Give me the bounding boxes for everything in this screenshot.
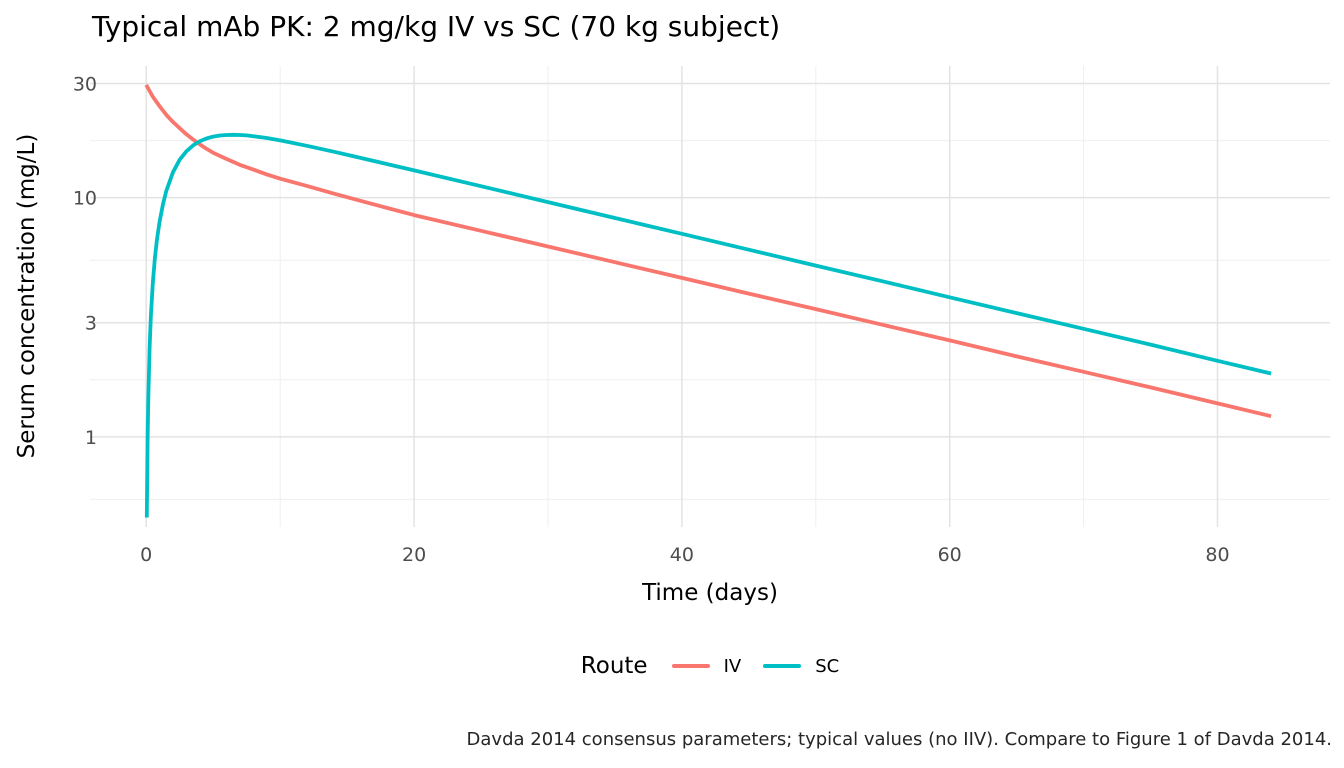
legend-key-line-iv: [671, 664, 710, 668]
legend-label-sc: SC: [815, 655, 840, 677]
chart-title: Typical mAb PK: 2 mg/kg IV vs SC (70 kg …: [92, 10, 781, 43]
legend-key-line-sc: [763, 664, 802, 668]
y-axis-tick-label: 3: [85, 313, 97, 335]
series-line-iv: [144, 83, 1272, 419]
y-axis-tick-label: 10: [73, 188, 97, 210]
y-axis-tick-label: 30: [73, 74, 97, 96]
x-axis-title: Time (days): [642, 580, 778, 606]
legend-item-sc: SC: [763, 656, 839, 677]
x-axis-tick-label: 0: [140, 544, 152, 566]
chart-caption: Davda 2014 consensus parameters; typical…: [466, 729, 1332, 750]
x-axis-tick-label: 80: [1205, 544, 1229, 566]
x-axis-tick-label: 40: [670, 544, 694, 566]
legend-label-iv: IV: [723, 655, 742, 677]
legend: Route IV SC: [0, 653, 1344, 679]
series-line-sc: [144, 132, 1272, 518]
legend-items: IV SC: [671, 655, 839, 677]
y-axis-tick-label: 1: [85, 427, 97, 449]
legend-item-iv: IV: [671, 655, 742, 677]
x-axis-tick-label: 20: [402, 544, 426, 566]
x-axis-tick-label: 60: [938, 544, 962, 566]
legend-title: Route: [580, 653, 648, 679]
